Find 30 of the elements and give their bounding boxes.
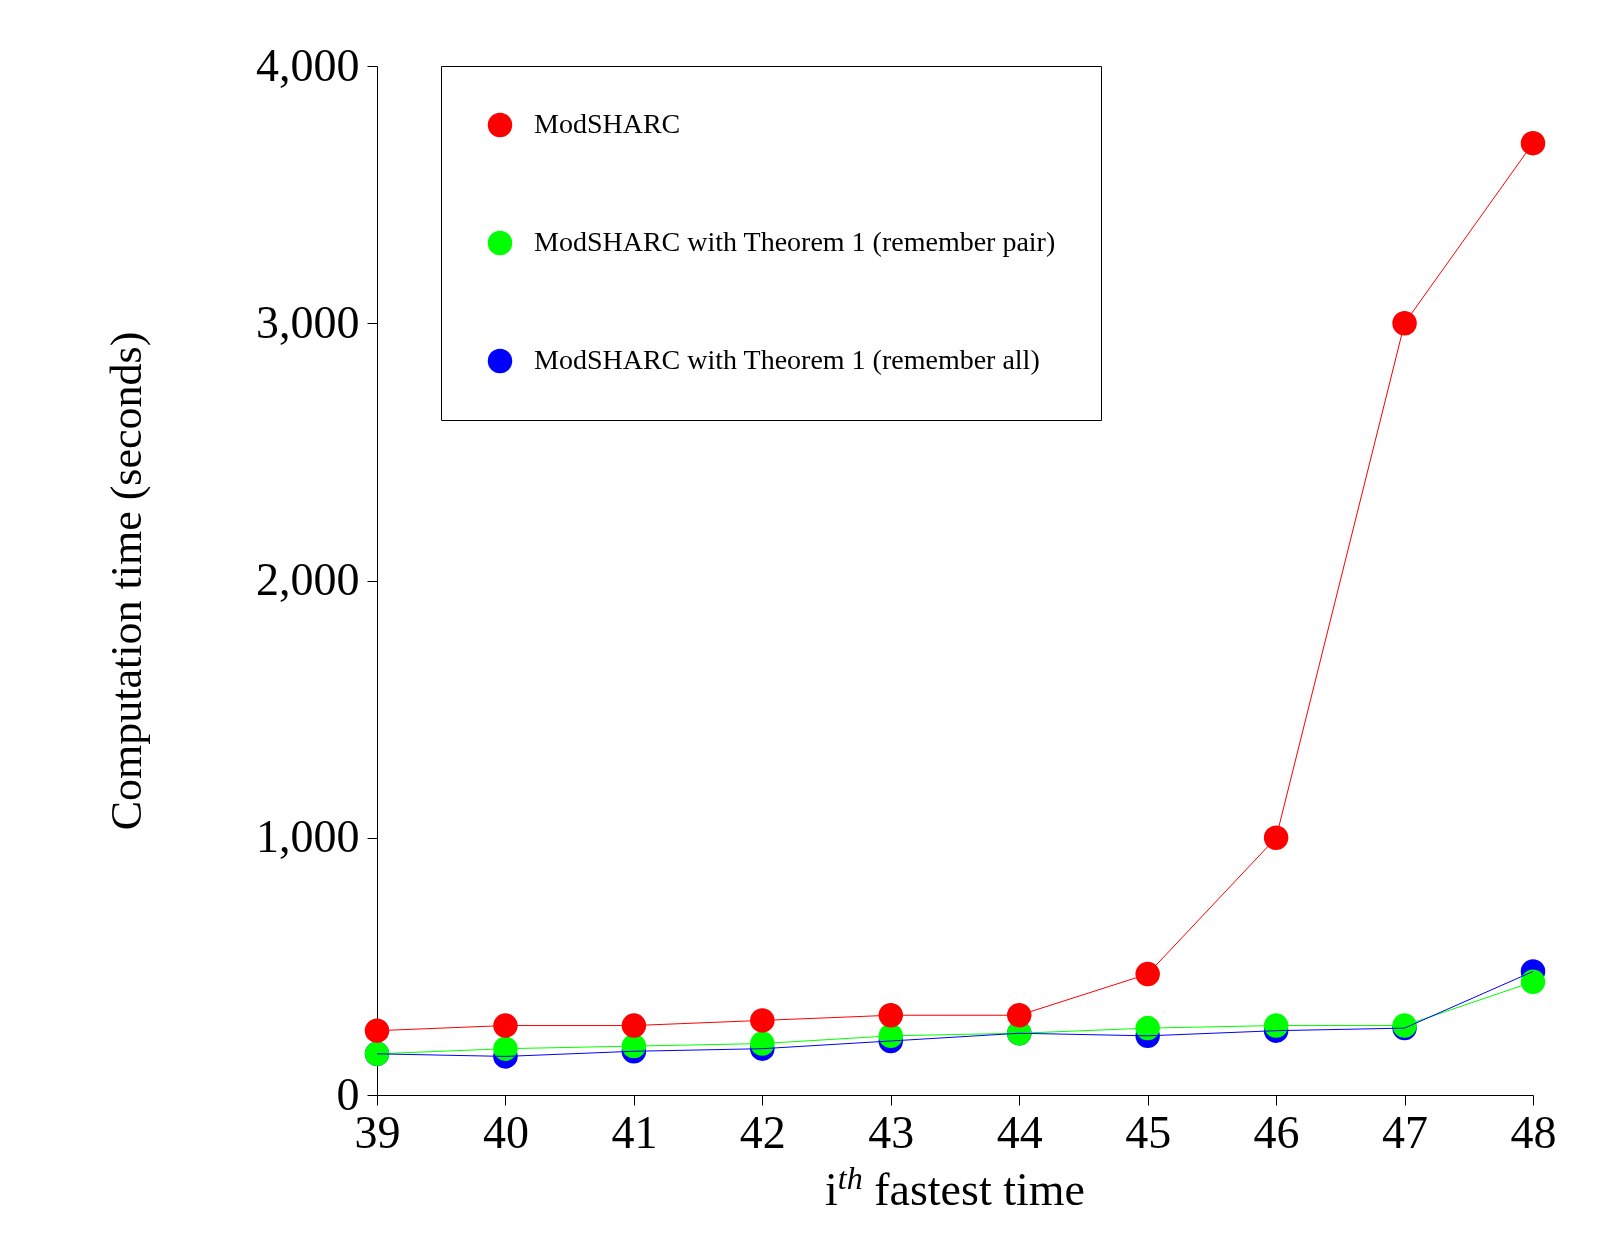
point (364, 1018, 390, 1043)
point (750, 1008, 775, 1033)
legend-label: ModSHARC with Theorem 1 (remember pair) (534, 226, 1056, 257)
legend-label: ModSHARC with Theorem 1 (remember all) (534, 344, 1040, 375)
x-tick-label: 41 (611, 1106, 658, 1158)
y-axis-title: Computation time (seconds) (101, 331, 151, 831)
y-tick-label: 4,000 (256, 39, 360, 91)
x-tick-label: 42 (739, 1106, 786, 1158)
point (1392, 311, 1417, 336)
x-tick-label: 40 (482, 1106, 529, 1158)
y-tick-label: 2,000 (256, 554, 360, 605)
x-tick-label: 39 (354, 1106, 401, 1158)
x-tick-label: 44 (996, 1106, 1043, 1158)
y-tick-label: 3,000 (256, 296, 360, 348)
x-tick-label: 43 (868, 1106, 915, 1158)
legend-label: ModSHARC (534, 108, 681, 139)
point (1263, 825, 1289, 850)
point (621, 1013, 647, 1038)
x-tick-label: 45 (1125, 1106, 1172, 1158)
point (878, 1003, 904, 1028)
x-tick-label: 46 (1253, 1106, 1300, 1158)
point (1520, 969, 1546, 995)
point (1006, 1003, 1032, 1028)
point (1520, 130, 1546, 156)
point (493, 1013, 518, 1038)
point (1135, 961, 1160, 987)
x-tick-label: 47 (1382, 1106, 1429, 1158)
x-tick-label: 48 (1510, 1106, 1557, 1158)
y-tick-label: 1,000 (256, 811, 360, 863)
x-axis-title: i$^{th}$ fastest time (824, 1160, 1086, 1217)
